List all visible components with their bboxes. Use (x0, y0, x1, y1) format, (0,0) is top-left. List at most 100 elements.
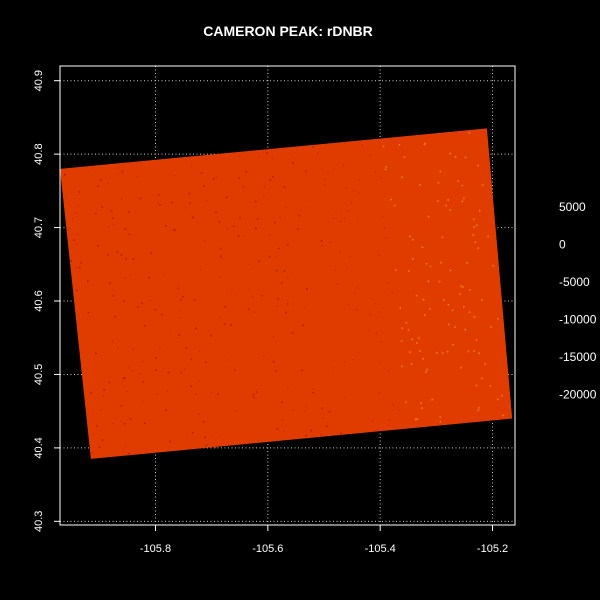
raster-speckle (401, 176, 403, 179)
raster-speckle (132, 258, 135, 260)
raster-speckle (176, 341, 179, 344)
raster-speckle (387, 281, 390, 284)
raster-speckle (125, 258, 127, 260)
raster-speckle (195, 327, 197, 330)
raster-speckle (332, 367, 335, 369)
raster-speckle (189, 202, 191, 204)
raster-speckle (275, 256, 277, 259)
raster-speckle (441, 236, 444, 239)
raster-speckle (320, 240, 323, 242)
y-axis: 40.3 40.4 40.5 40.6 40.7 40.8 40.9 (33, 70, 60, 532)
raster-speckle (306, 288, 308, 290)
raster-speckle (188, 192, 191, 195)
raster-speckle (356, 309, 359, 311)
raster-speckle (157, 194, 160, 196)
raster-speckle (354, 308, 357, 310)
raster-speckle (233, 369, 236, 371)
raster-speckle (225, 196, 228, 199)
raster-speckle (67, 227, 70, 230)
raster-speckle (114, 315, 116, 318)
raster-speckle (97, 245, 99, 247)
plot-frame (59, 65, 516, 526)
raster-speckle (215, 211, 217, 214)
raster-speckle (281, 401, 283, 403)
raster-speckle (190, 358, 193, 361)
raster-speckle (173, 228, 175, 231)
raster-speckle (326, 425, 328, 427)
raster-speckle (131, 370, 134, 372)
raster-speckle (252, 393, 255, 396)
raster-speckle (247, 263, 250, 265)
raster-speckle (416, 418, 419, 420)
raster-speckle (169, 440, 171, 443)
raster-speckle (449, 269, 452, 272)
raster-speckle (137, 306, 139, 308)
raster-speckle (251, 343, 253, 345)
raster-speckle (226, 228, 228, 230)
raster-speckle (454, 156, 457, 158)
raster-speckle (473, 226, 475, 228)
raster-speckle (358, 179, 361, 182)
raster-speckle (344, 217, 346, 220)
raster-speckle (141, 360, 144, 363)
raster-speckle (474, 241, 477, 243)
raster-speckle (487, 235, 489, 238)
raster-speckle (217, 393, 219, 395)
raster-speckle (427, 215, 430, 218)
raster-speckle (185, 347, 188, 349)
raster-speckle (320, 434, 322, 436)
raster-speckle (473, 350, 475, 352)
raster-speckle (263, 195, 265, 197)
raster-speckle (179, 310, 181, 312)
raster-speckle (254, 200, 257, 203)
raster-speckle (184, 206, 187, 209)
raster-speckle (287, 387, 289, 389)
raster-speckle (180, 371, 183, 374)
raster-speckle (403, 156, 406, 158)
raster-speckle (215, 432, 217, 434)
raster-speckle (103, 389, 105, 391)
raster-speckle (382, 145, 385, 148)
raster-speckle (128, 452, 130, 455)
raster-speckle (149, 299, 152, 302)
raster-speckle (219, 275, 221, 278)
raster-speckle (321, 245, 324, 247)
raster-speckle (98, 446, 101, 448)
raster-speckle (72, 217, 74, 220)
raster-speckle (155, 357, 157, 359)
legend-label: -20000 (559, 388, 597, 402)
raster-speckle (100, 179, 102, 181)
raster-speckle (121, 380, 123, 383)
raster-speckle (178, 334, 181, 336)
raster-speckles (63, 132, 504, 455)
raster-speckle (411, 338, 413, 340)
raster-speckle (399, 307, 401, 309)
raster-speckle (269, 179, 272, 182)
raster-speckle (449, 152, 452, 155)
raster-speckle (218, 221, 221, 223)
raster-speckle (490, 326, 492, 328)
raster-speckle (292, 408, 294, 411)
y-tick-label: 40.9 (33, 70, 45, 91)
raster-speckle (63, 173, 66, 176)
raster-speckle (380, 341, 382, 344)
raster-speckle (132, 348, 135, 351)
chart-title: CAMERON PEAK: rDNBR (203, 23, 373, 39)
raster-speckle (419, 350, 421, 352)
raster-speckle (340, 220, 342, 223)
raster-speckle (231, 289, 233, 291)
raster-speckle (123, 300, 125, 302)
raster-speckle (353, 190, 356, 192)
raster-speckle (385, 166, 387, 168)
raster-speckle (139, 373, 141, 375)
raster-speckle (139, 197, 142, 200)
raster-speckle (95, 212, 97, 215)
raster-speckle (464, 156, 467, 159)
raster-speckle (234, 410, 237, 412)
raster-speckle (65, 196, 67, 198)
raster-speckle (200, 172, 203, 174)
raster-speckle (205, 200, 208, 202)
raster-speckle (255, 391, 258, 393)
raster-speckle (190, 165, 193, 167)
raster-speckle (297, 228, 299, 230)
